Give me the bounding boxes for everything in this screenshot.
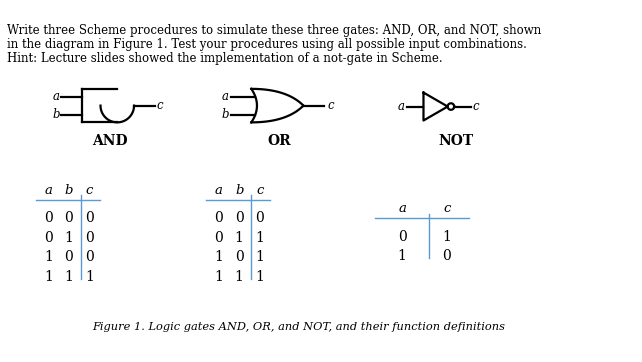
Text: a: a xyxy=(215,184,223,197)
Text: 1: 1 xyxy=(256,250,264,264)
Text: 0: 0 xyxy=(44,211,53,225)
Text: 0: 0 xyxy=(85,250,94,264)
Text: 0: 0 xyxy=(235,211,243,225)
Text: a: a xyxy=(398,202,406,215)
Text: 1: 1 xyxy=(64,270,73,284)
Text: NOT: NOT xyxy=(438,134,474,148)
Text: a: a xyxy=(398,100,405,113)
Text: 0: 0 xyxy=(235,250,243,264)
Text: 1: 1 xyxy=(397,249,406,264)
Text: b: b xyxy=(65,184,73,197)
Text: in the diagram in Figure 1. Test your procedures using all possible input combin: in the diagram in Figure 1. Test your pr… xyxy=(8,38,527,51)
Text: 0: 0 xyxy=(85,231,94,245)
Text: 1: 1 xyxy=(442,230,451,244)
Text: a: a xyxy=(53,90,60,103)
Text: 1: 1 xyxy=(214,250,223,264)
Text: 1: 1 xyxy=(235,231,243,245)
Text: c: c xyxy=(473,100,480,113)
Text: 0: 0 xyxy=(64,211,73,225)
Text: 0: 0 xyxy=(214,211,223,225)
Text: 0: 0 xyxy=(64,250,73,264)
Text: 1: 1 xyxy=(235,270,243,284)
Text: c: c xyxy=(327,99,334,112)
Text: a: a xyxy=(222,90,229,103)
Text: 1: 1 xyxy=(64,231,73,245)
Text: AND: AND xyxy=(92,134,128,148)
Text: c: c xyxy=(256,184,263,197)
Text: 1: 1 xyxy=(44,250,53,264)
Text: b: b xyxy=(235,184,243,197)
Text: c: c xyxy=(157,99,163,112)
Text: c: c xyxy=(443,202,451,215)
Text: b: b xyxy=(221,108,229,121)
Text: Write three Scheme procedures to simulate these three gates: AND, OR, and NOT, s: Write three Scheme procedures to simulat… xyxy=(8,24,542,37)
Text: 1: 1 xyxy=(214,270,223,284)
Text: 0: 0 xyxy=(442,249,451,264)
Text: 1: 1 xyxy=(256,231,264,245)
Text: 0: 0 xyxy=(214,231,223,245)
Text: c: c xyxy=(85,184,93,197)
Text: a: a xyxy=(44,184,53,197)
Text: 0: 0 xyxy=(397,230,406,244)
Text: 0: 0 xyxy=(44,231,53,245)
Text: Hint: Lecture slides showed the implementation of a not-gate in Scheme.: Hint: Lecture slides showed the implemen… xyxy=(8,52,443,65)
Text: 1: 1 xyxy=(44,270,53,284)
Text: 1: 1 xyxy=(85,270,94,284)
Text: 1: 1 xyxy=(256,270,264,284)
Text: 0: 0 xyxy=(85,211,94,225)
Text: 0: 0 xyxy=(256,211,264,225)
Text: b: b xyxy=(52,108,60,121)
Text: OR: OR xyxy=(268,134,291,148)
Text: Figure 1. Logic gates AND, OR, and NOT, and their function definitions: Figure 1. Logic gates AND, OR, and NOT, … xyxy=(92,322,505,332)
